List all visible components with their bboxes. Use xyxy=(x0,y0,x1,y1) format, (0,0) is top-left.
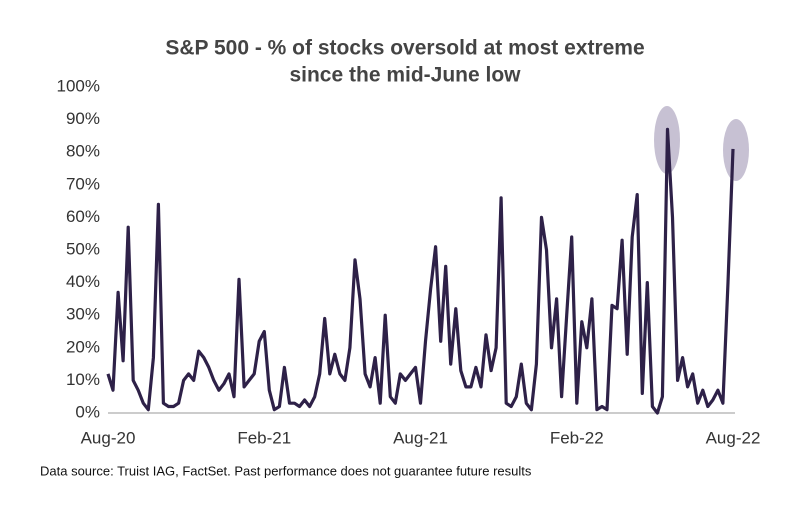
x-tick-label: Aug-21 xyxy=(393,428,448,447)
chart-title: S&P 500 - % of stocks oversold at most e… xyxy=(165,37,644,60)
chart-title: since the mid-June low xyxy=(289,64,521,87)
y-tick-label: 90% xyxy=(66,109,100,128)
y-tick-label: 40% xyxy=(66,272,100,291)
data-line xyxy=(106,127,735,415)
x-tick-label: Feb-21 xyxy=(237,428,291,447)
y-tick-label: 0% xyxy=(75,402,100,421)
highlight xyxy=(723,119,749,181)
x-tick-label: Aug-20 xyxy=(81,428,136,447)
y-tick-label: 60% xyxy=(66,207,100,226)
y-tick-label: 50% xyxy=(66,239,100,258)
source-note: Data source: Truist IAG, FactSet. Past p… xyxy=(40,463,532,478)
y-tick-label: 20% xyxy=(66,337,100,356)
x-tick-label: Aug-22 xyxy=(706,428,761,447)
x-tick-label: Feb-22 xyxy=(550,428,604,447)
y-tick-label: 30% xyxy=(66,305,100,324)
y-tick-label: 70% xyxy=(66,174,100,193)
y-tick-label: 100% xyxy=(57,76,100,95)
y-tick-label: 80% xyxy=(66,142,100,161)
y-tick-label: 10% xyxy=(66,370,100,389)
